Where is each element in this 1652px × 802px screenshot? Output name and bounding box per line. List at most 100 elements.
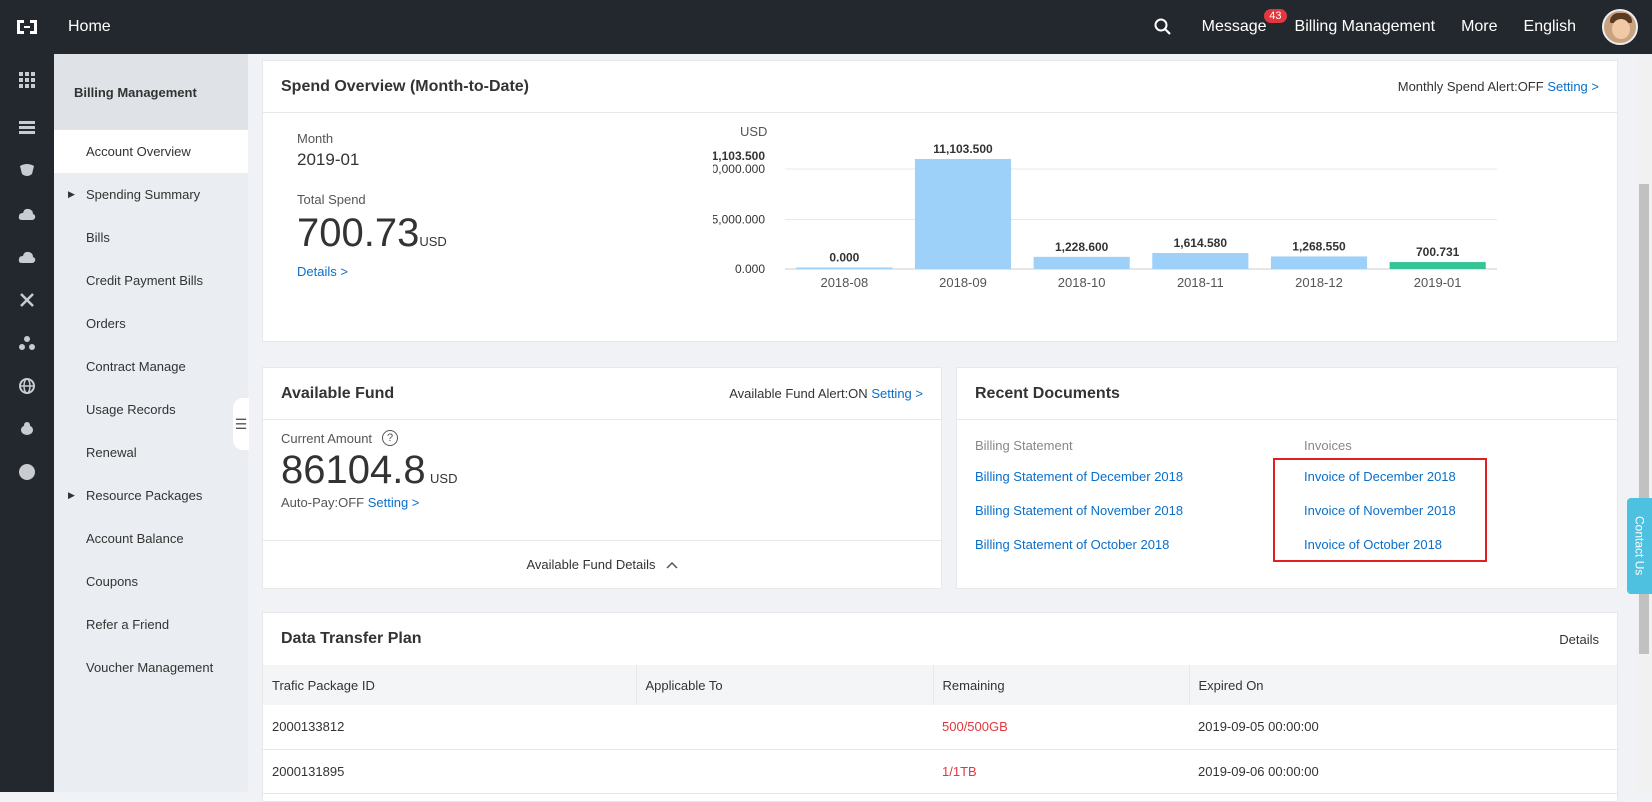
recent-documents-card: Recent Documents Billing Statement Billi… [956, 367, 1618, 589]
invoice-link-december[interactable]: Invoice of December 2018 [1304, 469, 1456, 484]
x-tick-label: 2019-01 [1414, 275, 1462, 290]
current-amount-label: Current Amount [281, 430, 373, 446]
available-fund-header: Available Fund Available Fund Alert:ON S… [263, 368, 941, 420]
monthly-spend-alert-status: Monthly Spend Alert:OFF [1397, 79, 1544, 94]
sidebar-collapse-handle[interactable]: ☰ [233, 398, 249, 450]
sidebar-item-coupons[interactable]: Coupons [54, 560, 248, 603]
sidebar-item-label: Credit Payment Bills [86, 273, 204, 288]
statement-link-november[interactable]: Billing Statement of November 2018 [975, 503, 1184, 518]
column-header-applicable-to[interactable]: Applicable To [636, 665, 934, 705]
bar [1152, 253, 1249, 269]
billing-management-link[interactable]: Billing Management [1294, 18, 1436, 35]
month-label: Month [297, 131, 334, 146]
top-navbar: Home Message 43 Billing Management More … [0, 0, 1652, 54]
column-header-expired-on[interactable]: Expired On [1189, 665, 1617, 705]
column-header-remaining[interactable]: Remaining [933, 665, 1190, 705]
sidebar-item-contract-manage[interactable]: Contract Manage [54, 345, 248, 388]
sidebar-item-label: Renewal [86, 445, 137, 460]
sidebar-item-voucher-management[interactable]: Voucher Management [54, 646, 248, 689]
spend-details-link[interactable]: Details > [297, 264, 348, 279]
expired-on-cell: 2019-09-06 00:00:00 [1189, 749, 1617, 794]
bug-icon[interactable] [0, 407, 54, 450]
database-icon[interactable] [0, 149, 54, 192]
scrollbar-thumb[interactable] [1639, 184, 1649, 654]
package-id-cell: 2000133812 [263, 705, 636, 750]
bar [1033, 256, 1130, 269]
sidebar-item-account-balance[interactable]: Account Balance [54, 517, 248, 560]
sidebar-title: Billing Management [54, 54, 248, 130]
invoice-link-october[interactable]: Invoice of October 2018 [1304, 537, 1443, 552]
avatar[interactable] [1602, 9, 1638, 45]
globe-icon[interactable] [0, 364, 54, 407]
available-fund-details-toggle[interactable]: Available Fund Details [263, 540, 941, 588]
cloud-icon[interactable] [0, 192, 54, 235]
sidebar-item-usage-records[interactable]: Usage Records [54, 388, 248, 431]
page-scrollbar[interactable] [1636, 54, 1652, 792]
auto-pay-setting-link[interactable]: Setting > [367, 495, 420, 510]
cloud-upload-icon[interactable] [0, 235, 54, 278]
sidebar-item-label: Usage Records [86, 402, 176, 417]
x-tick-label: 2018-11 [1177, 275, 1224, 290]
available-fund-alert-status: Available Fund Alert:ON [729, 386, 868, 401]
statement-link-october[interactable]: Billing Statement of October 2018 [975, 537, 1170, 552]
y-max-label: 1,103.500 [713, 149, 765, 163]
data-transfer-plan-title: Data Transfer Plan [281, 630, 422, 647]
search-icon[interactable] [1154, 18, 1172, 36]
column-header-package-id[interactable]: Trafic Package ID [263, 665, 637, 705]
spend-overview-header: Spend Overview (Month-to-Date) Monthly S… [263, 61, 1617, 113]
bar [796, 267, 893, 269]
network-icon[interactable] [0, 278, 54, 321]
sidebar-item-bills[interactable]: Bills [54, 216, 248, 259]
sidebar-item-spending-summary[interactable]: ▶ Spending Summary [54, 173, 248, 216]
current-amount-value: 86104.8 [281, 448, 426, 492]
applicable-to-cell [636, 705, 933, 750]
sidebar-item-label: Coupons [86, 574, 139, 589]
data-transfer-details-link[interactable]: Details [1559, 631, 1599, 647]
sidebar-item-orders[interactable]: Orders [54, 302, 248, 345]
y-tick-label: 0,000.000 [713, 162, 765, 176]
available-fund-details-label: Available Fund Details [526, 557, 656, 572]
caret-right-icon: ▶ [68, 189, 75, 199]
apps-grid-icon[interactable] [0, 54, 54, 106]
bar-value-label: 1,268.550 [1292, 239, 1346, 253]
sidebar-item-renewal[interactable]: Renewal [54, 431, 248, 474]
data-transfer-plan-header: Data Transfer Plan Details [263, 613, 1617, 665]
message-link[interactable]: Message 43 [1202, 9, 1287, 36]
language-switch[interactable]: English [1523, 18, 1576, 35]
invoices-highlight-box [1273, 458, 1487, 562]
current-amount-unit: USD [430, 471, 458, 486]
y-axis-unit-label: USD [740, 126, 767, 139]
bar-value-label: 700.731 [1416, 245, 1460, 259]
x-tick-label: 2018-08 [820, 275, 868, 290]
x-tick-label: 2018-10 [1058, 275, 1106, 290]
available-fund-card: Available Fund Available Fund Alert:ON S… [262, 367, 942, 589]
more-menu[interactable]: More [1461, 18, 1498, 35]
x-tick-label: 2018-09 [939, 275, 987, 290]
recent-documents-title: Recent Documents [975, 384, 1120, 402]
chevron-up-icon [666, 561, 678, 569]
help-icon[interactable]: ? [382, 430, 399, 446]
x-tick-label: 2018-12 [1295, 275, 1343, 290]
sidebar-item-resource-packages[interactable]: ▶ Resource Packages [54, 474, 248, 517]
sidebar-item-refer-a-friend[interactable]: Refer a Friend [54, 603, 248, 646]
remaining-cell: 1/1TB [933, 749, 1189, 794]
cluster-icon[interactable] [0, 321, 54, 364]
sidebar-item-credit-payment-bills[interactable]: Credit Payment Bills [54, 259, 248, 302]
spend-overview-card: Spend Overview (Month-to-Date) Monthly S… [262, 60, 1618, 342]
bar-value-label: 1,228.600 [1055, 240, 1109, 254]
invoice-link-november[interactable]: Invoice of November 2018 [1304, 503, 1456, 518]
billing-statement-header: Billing Statement [975, 438, 1073, 453]
package-id-cell: 2000131895 [263, 749, 636, 794]
circle-icon[interactable] [0, 450, 54, 493]
logo-icon[interactable] [0, 0, 54, 54]
spend-alert-setting-link[interactable]: Setting > [1547, 79, 1599, 94]
bar-value-label: 0.000 [829, 251, 859, 265]
server-icon[interactable] [0, 106, 54, 149]
sidebar-item-label: Contract Manage [86, 359, 186, 374]
sidebar-item-account-overview[interactable]: Account Overview [54, 130, 248, 173]
statement-link-december[interactable]: Billing Statement of December 2018 [975, 469, 1184, 484]
sidebar-item-label: Account Overview [86, 144, 191, 159]
home-link[interactable]: Home [68, 18, 111, 35]
fund-alert-setting-link[interactable]: Setting > [871, 386, 923, 401]
contact-us-tab[interactable]: Contact Us [1627, 498, 1652, 594]
